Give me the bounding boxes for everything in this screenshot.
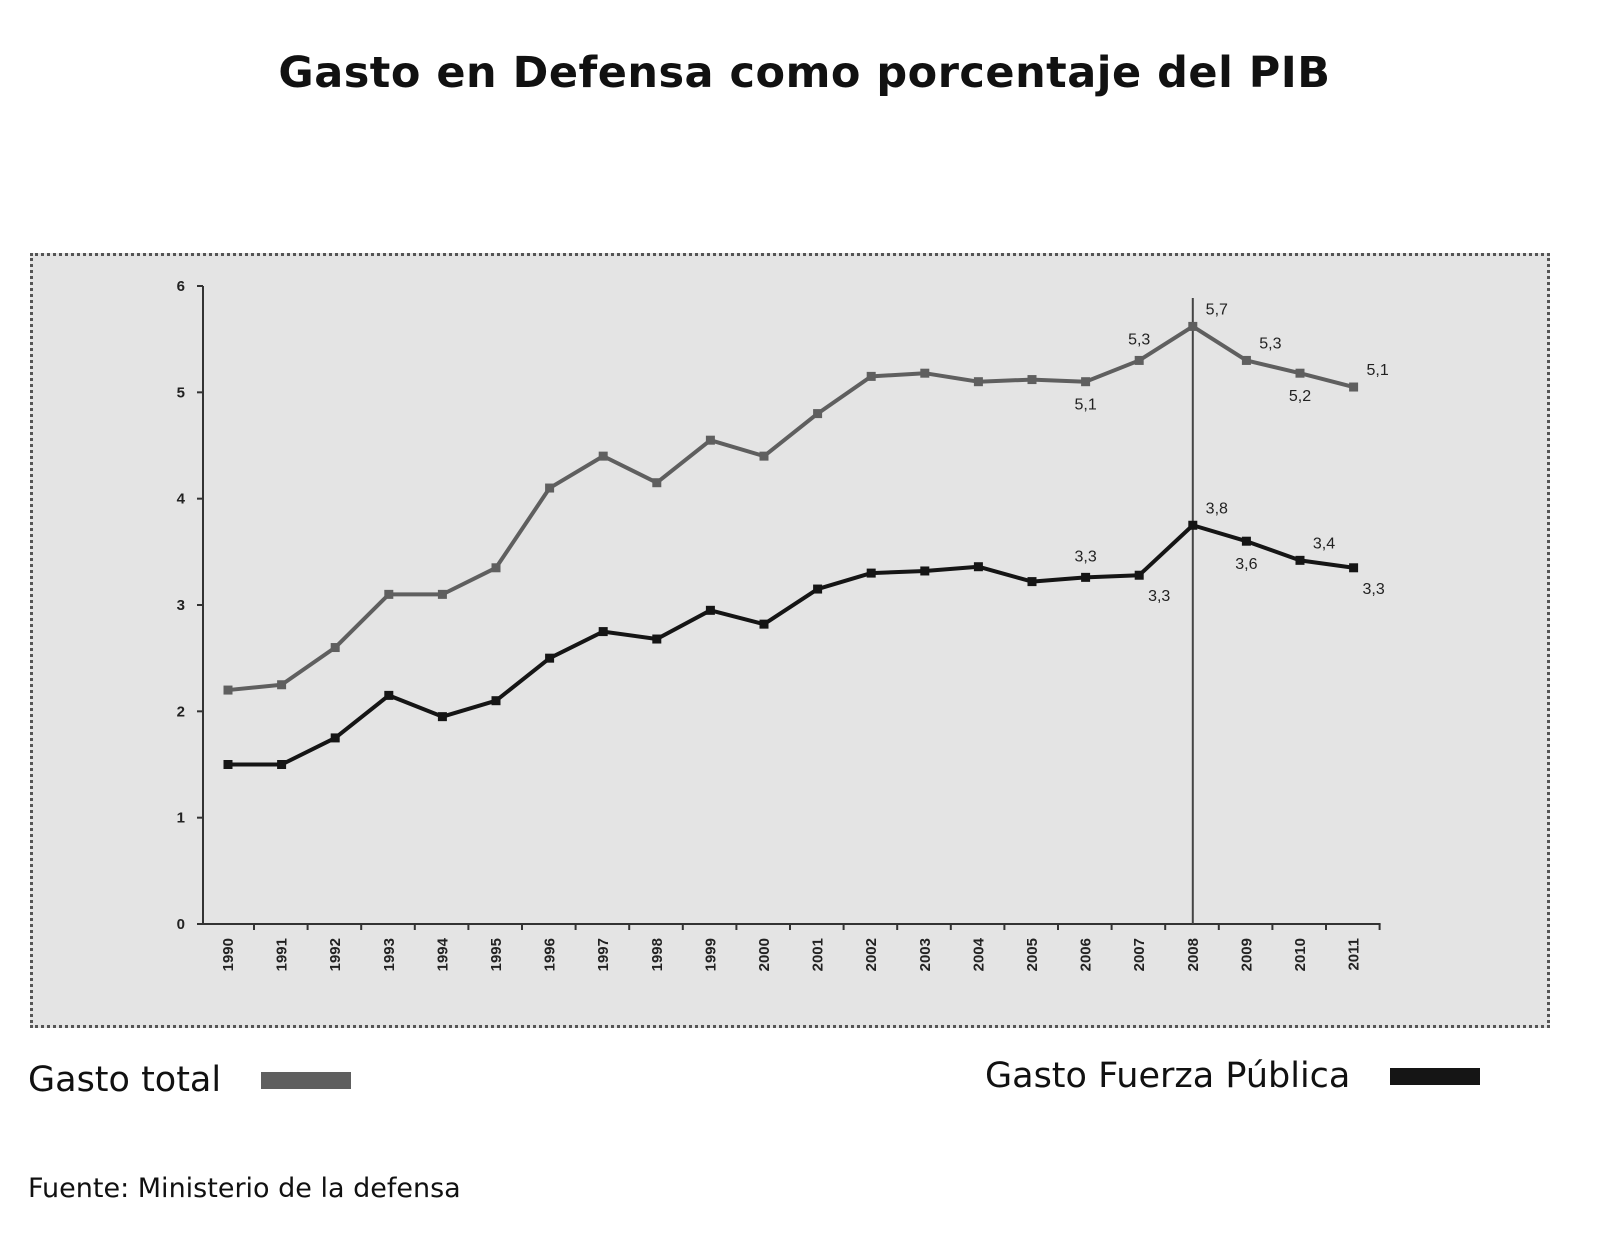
data-label-fuerza-2006: 3,3 xyxy=(1074,548,1096,565)
data-point-fuerza-2008 xyxy=(1188,520,1198,530)
data-point-fuerza-2000 xyxy=(759,619,769,629)
data-point-fuerza-1993 xyxy=(384,690,394,700)
x-tick-label-2011: 2011 xyxy=(1346,938,1363,971)
data-label-fuerza-2009: 3,6 xyxy=(1235,556,1257,573)
x-tick-label-1995: 1995 xyxy=(488,938,505,971)
legend-item-fuerza: Gasto Fuerza Pública xyxy=(985,1056,1481,1096)
data-label-total-2008: 5,7 xyxy=(1206,301,1228,318)
x-tick-label-2009: 2009 xyxy=(1238,938,1255,971)
data-point-fuerza-1999 xyxy=(705,605,715,615)
x-tick-label-1996: 1996 xyxy=(542,938,559,971)
data-point-fuerza-2006 xyxy=(1081,572,1091,582)
x-tick-label-2008: 2008 xyxy=(1185,938,1202,971)
legend-label-total: Gasto total xyxy=(28,1060,222,1100)
y-tick-label-2: 2 xyxy=(177,703,185,720)
x-tick-label-2005: 2005 xyxy=(1024,938,1041,971)
data-point-fuerza-2004 xyxy=(973,562,983,572)
data-point-total-2005 xyxy=(1027,375,1037,385)
data-point-total-2010 xyxy=(1295,368,1305,378)
data-point-fuerza-2002 xyxy=(866,568,876,578)
data-label-total-2007: 5,3 xyxy=(1128,331,1150,348)
data-point-fuerza-2005 xyxy=(1027,577,1037,587)
data-point-total-1992 xyxy=(330,643,340,653)
y-tick-label-5: 5 xyxy=(177,384,185,401)
x-tick-label-1993: 1993 xyxy=(381,938,398,971)
data-label-total-2009: 5,3 xyxy=(1259,335,1281,352)
data-point-fuerza-1992 xyxy=(330,733,340,743)
data-point-total-1990 xyxy=(223,685,233,695)
x-tick-label-2004: 2004 xyxy=(970,937,987,971)
data-point-fuerza-1995 xyxy=(491,696,501,706)
data-point-total-2006 xyxy=(1081,377,1091,387)
x-tick-label-2001: 2001 xyxy=(810,938,827,971)
data-label-fuerza-2011: 3,3 xyxy=(1362,581,1384,598)
chart-title: Gasto en Defensa como porcentaje del PIB xyxy=(278,48,1331,98)
y-tick-label-3: 3 xyxy=(177,597,185,614)
x-tick-label-2000: 2000 xyxy=(756,938,773,971)
data-point-fuerza-2001 xyxy=(813,584,823,594)
data-point-fuerza-1994 xyxy=(437,712,447,722)
data-point-total-1997 xyxy=(598,451,608,461)
chart-panel: 0 1 2 3 4 5 6 1990 1991 1992 1993 1994 1995 1996 1997 1… xyxy=(30,253,1550,1028)
data-point-total-1994 xyxy=(437,589,447,599)
data-point-fuerza-2010 xyxy=(1295,555,1305,565)
data-point-total-2001 xyxy=(813,409,823,419)
data-label-fuerza-2008: 3,8 xyxy=(1206,500,1228,517)
legend-label-fuerza: Gasto Fuerza Pública xyxy=(985,1056,1351,1096)
data-point-total-2002 xyxy=(866,371,876,381)
data-point-total-1996 xyxy=(545,483,555,493)
data-point-total-1993 xyxy=(384,589,394,599)
source-note: Fuente: Ministerio de la defensa xyxy=(28,1173,461,1204)
x-tick-label-2010: 2010 xyxy=(1292,938,1309,971)
y-tick-label-0: 0 xyxy=(177,916,185,933)
data-point-fuerza-2011 xyxy=(1349,563,1359,573)
data-point-fuerza-1997 xyxy=(598,627,608,637)
data-label-total-2011: 5,1 xyxy=(1366,362,1388,379)
x-tick-label-2003: 2003 xyxy=(917,938,934,971)
x-tick-label-1994: 1994 xyxy=(434,937,451,971)
data-label-total-2010: 5,2 xyxy=(1289,388,1311,405)
data-point-fuerza-1991 xyxy=(277,760,287,769)
data-point-total-2009 xyxy=(1241,355,1251,365)
series-line-fuerza xyxy=(228,523,1354,767)
x-tick-label-1999: 1999 xyxy=(702,938,719,971)
data-label-fuerza-2007: 3,3 xyxy=(1148,588,1170,605)
data-point-fuerza-1996 xyxy=(545,653,555,663)
data-point-fuerza-2007 xyxy=(1134,570,1144,580)
data-label-fuerza-2010: 3,4 xyxy=(1313,535,1335,552)
data-point-total-1995 xyxy=(491,563,501,573)
data-point-fuerza-2003 xyxy=(920,566,930,576)
data-point-total-1998 xyxy=(652,478,662,488)
legend-item-total: Gasto total xyxy=(28,1060,352,1100)
data-point-total-2007 xyxy=(1134,355,1144,365)
x-tick-label-1997: 1997 xyxy=(595,938,612,971)
data-point-total-2003 xyxy=(920,368,930,378)
series-line-total xyxy=(227,324,1355,693)
data-point-fuerza-2009 xyxy=(1241,536,1251,546)
y-tick-label-4: 4 xyxy=(177,491,186,508)
legend-swatch-fuerza xyxy=(1390,1067,1481,1085)
data-point-total-1991 xyxy=(277,680,287,690)
data-point-total-2000 xyxy=(759,451,769,461)
x-tick-label-2007: 2007 xyxy=(1131,938,1148,971)
data-point-total-1999 xyxy=(705,435,715,445)
data-label-total-2006: 5,1 xyxy=(1074,397,1096,414)
legend-swatch-total xyxy=(261,1071,352,1089)
line-chart: 0 1 2 3 4 5 6 1990 1991 1992 1993 1994 1995 1996 1997 1… xyxy=(177,278,1389,971)
x-tick-label-1990: 1990 xyxy=(220,938,237,971)
data-point-fuerza-1998 xyxy=(652,634,662,644)
data-point-fuerza-1990 xyxy=(223,760,233,769)
x-tick-label-1998: 1998 xyxy=(649,938,666,971)
data-point-total-2004 xyxy=(973,377,983,387)
x-tick-label-2002: 2002 xyxy=(863,938,880,971)
data-point-total-2011 xyxy=(1349,382,1359,392)
y-tick-label-6: 6 xyxy=(177,278,185,295)
x-tick-label-1991: 1991 xyxy=(274,938,291,971)
x-tick-label-2006: 2006 xyxy=(1078,938,1095,971)
y-tick-label-1: 1 xyxy=(177,810,185,827)
data-point-total-2008 xyxy=(1188,321,1198,331)
x-tick-label-1992: 1992 xyxy=(327,938,344,971)
